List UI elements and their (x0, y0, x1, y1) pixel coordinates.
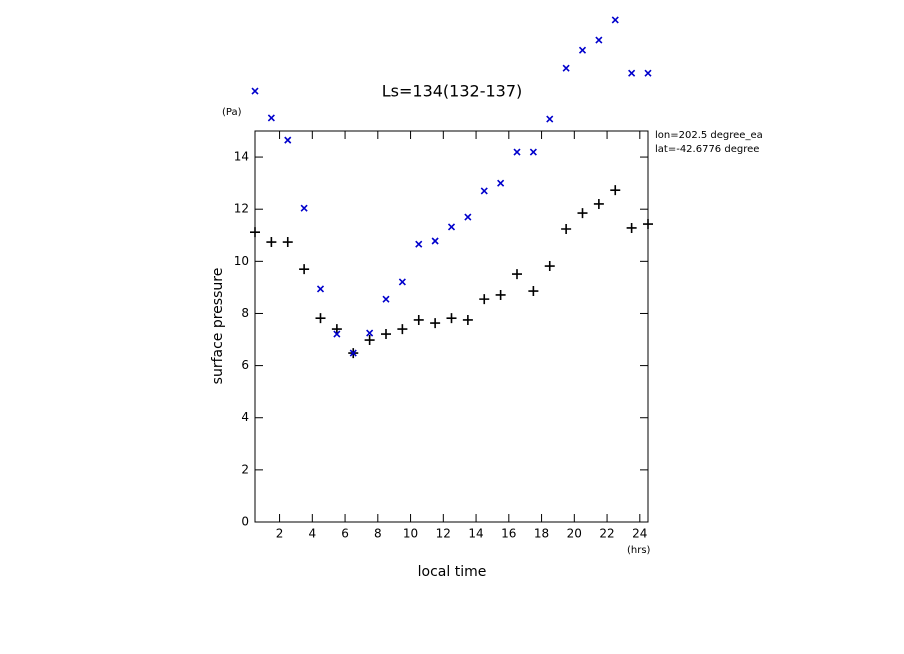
y-tick-label: 2 (241, 462, 249, 476)
point (610, 185, 621, 196)
x-tick-label: 18 (534, 527, 549, 541)
x-tick-label: 16 (501, 527, 516, 541)
x-tick-label: 2 (276, 527, 284, 541)
x-tick-label: 4 (308, 527, 316, 541)
point (464, 213, 472, 221)
point (397, 324, 408, 335)
point (626, 222, 637, 233)
point (300, 204, 308, 212)
point (497, 179, 505, 187)
plot-frame (254, 130, 649, 523)
point (447, 223, 456, 231)
x-tick-label: 20 (567, 527, 582, 541)
x-tick-label: 22 (599, 527, 614, 541)
y-tick-label: 0 (241, 515, 249, 529)
point (251, 87, 259, 95)
x-tick-label: 24 (632, 527, 647, 541)
point (578, 46, 587, 54)
y-tick-label: 12 (234, 202, 249, 216)
point (431, 237, 439, 245)
point (595, 36, 603, 44)
point (480, 187, 488, 195)
point (446, 313, 457, 324)
x-axis-label: local time (418, 564, 487, 580)
point (430, 318, 441, 329)
chart-title: Ls=134(132-137) (382, 82, 523, 101)
point (611, 16, 619, 24)
point (315, 313, 326, 324)
y-tick-label: 14 (234, 150, 249, 164)
point (333, 330, 341, 338)
y-tick-label: 8 (241, 306, 249, 320)
point (462, 314, 473, 325)
point (562, 64, 570, 72)
point (267, 114, 275, 122)
x-tick-label: 8 (374, 527, 382, 541)
point (546, 115, 554, 123)
x-tick-label: 14 (468, 527, 483, 541)
y-unit: (Pa) (222, 107, 242, 118)
point (299, 264, 310, 275)
point (250, 227, 260, 238)
point (316, 285, 325, 293)
x-tick-label: 6 (341, 527, 349, 541)
annotation: lon=202.5 degree_ea (655, 130, 763, 141)
point (284, 136, 292, 144)
y-tick-label: 6 (241, 358, 249, 372)
point (331, 324, 342, 335)
point (544, 261, 555, 272)
point (282, 237, 293, 248)
point (366, 329, 374, 337)
x-tick-label: 12 (436, 527, 451, 541)
annotation: lat=-42.6776 degree (655, 144, 759, 155)
point (529, 148, 537, 156)
x-unit: (hrs) (627, 545, 651, 556)
x-tick-label: 10 (403, 527, 418, 541)
point (643, 219, 653, 230)
point (381, 329, 391, 340)
point (644, 69, 652, 77)
point (266, 237, 277, 248)
point (495, 289, 506, 300)
point (628, 69, 636, 77)
point (413, 314, 424, 325)
point (382, 295, 390, 303)
y-tick-label: 10 (234, 254, 249, 268)
point (364, 335, 375, 346)
point (513, 148, 521, 156)
point (512, 269, 522, 280)
point (528, 286, 539, 297)
point (479, 294, 490, 305)
point (349, 349, 357, 357)
point (561, 224, 572, 235)
y-axis-label: surface pressure (210, 268, 226, 385)
point (398, 278, 406, 286)
point (593, 198, 604, 209)
point (415, 240, 423, 248)
y-tick-label: 4 (241, 410, 249, 424)
point (577, 208, 588, 219)
